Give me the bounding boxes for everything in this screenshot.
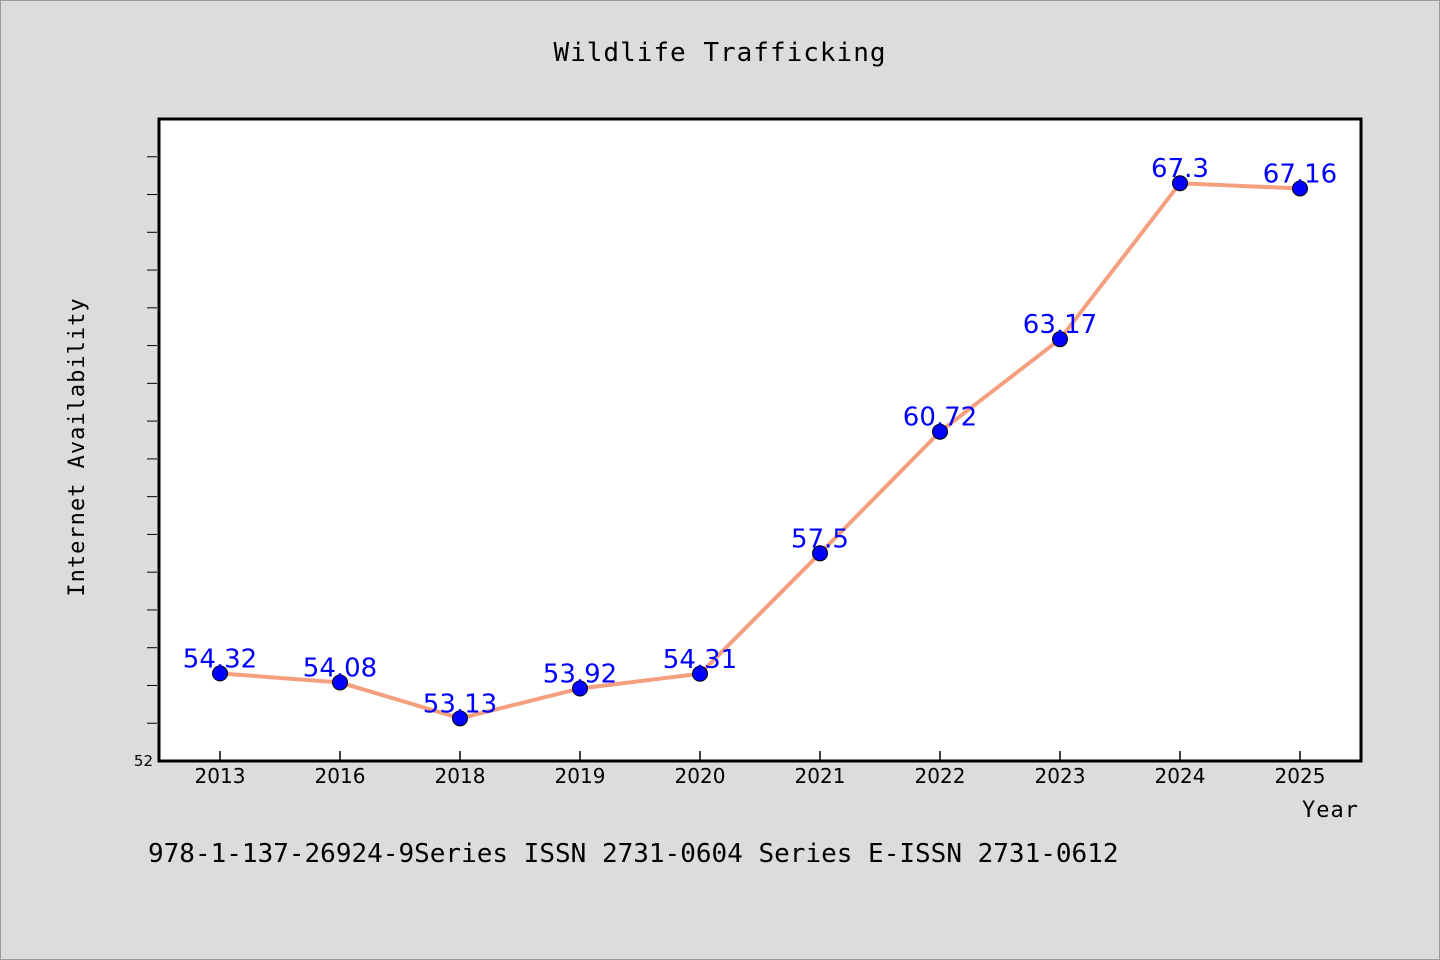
data-point — [1172, 175, 1188, 192]
plot-border — [157, 117, 1363, 763]
y-axis-label: Internet Availability — [65, 297, 90, 596]
data-point — [212, 665, 228, 682]
x-tick-label: 2020 — [675, 764, 726, 788]
series-line — [219, 181, 1301, 721]
data-point — [572, 680, 588, 697]
data-label: 54.08 — [303, 653, 377, 683]
data-points — [212, 175, 1308, 727]
data-label: 57.5 — [791, 524, 849, 554]
y-axis: 52 — [134, 752, 153, 770]
data-label: 54.32 — [183, 644, 257, 674]
footer-text: 978-1-137-26924-9Series ISSN 2731-0604 S… — [148, 839, 1119, 869]
data-point — [1052, 331, 1068, 348]
data-point — [1292, 180, 1308, 197]
plot-area — [159, 119, 1361, 761]
x-tick-label: 2023 — [1035, 764, 1086, 788]
data-label: 67.16 — [1263, 159, 1337, 189]
chart-title: Wildlife Trafficking — [553, 38, 886, 68]
x-tick-label: 2018 — [435, 764, 486, 788]
x-tick-label: 2024 — [1155, 764, 1206, 788]
x-tick-label: 2021 — [795, 764, 846, 788]
data-label: 63.17 — [1023, 310, 1097, 340]
x-axis-label: Year — [1302, 798, 1359, 823]
y-minor-ticks — [147, 156, 157, 724]
x-tick-label: 2019 — [555, 764, 606, 788]
data-label: 53.92 — [543, 659, 617, 689]
data-point — [812, 545, 828, 562]
y-tick-label: 52 — [134, 752, 153, 770]
series-polyline — [219, 181, 1301, 721]
data-label: 67.3 — [1151, 154, 1209, 184]
data-point — [332, 674, 348, 691]
data-point — [692, 665, 708, 682]
data-label: 60.72 — [903, 403, 977, 433]
x-tick-label: 2022 — [915, 764, 966, 788]
x-tick-label: 2025 — [1275, 764, 1326, 788]
data-label: 53.13 — [423, 689, 497, 719]
x-axis: 2013 2016 2018 2019 2020 2021 2022 2023 2024 2025 — [195, 751, 1326, 788]
data-point — [452, 710, 468, 727]
x-tick-label: 2016 — [315, 764, 366, 788]
x-tick-label: 2013 — [195, 764, 246, 788]
data-point — [932, 423, 948, 440]
data-labels: 54.32 54.08 53.13 53.92 54.31 57.5 60.72 63.17 6… — [183, 154, 1337, 719]
data-label: 54.31 — [663, 645, 737, 675]
